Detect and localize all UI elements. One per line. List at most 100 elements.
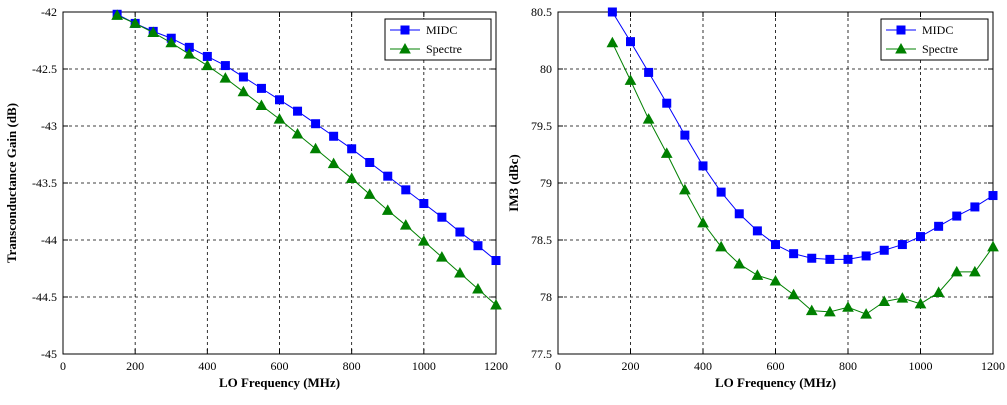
data-point (401, 185, 411, 195)
data-point (897, 240, 907, 250)
data-point (147, 26, 160, 38)
x-tick-label: 600 (271, 359, 289, 373)
data-point (697, 216, 709, 228)
data-point (454, 267, 466, 278)
data-point (473, 241, 483, 251)
data-point (644, 67, 654, 77)
data-point (916, 232, 925, 242)
data-point (878, 295, 891, 307)
data-point (399, 219, 412, 230)
data-point (988, 191, 998, 201)
data-point (934, 221, 944, 231)
data-point (825, 254, 835, 264)
data-point (111, 9, 123, 20)
data-point (698, 161, 708, 171)
x-tick-label: 1000 (412, 359, 436, 373)
data-point (491, 256, 501, 266)
data-point (752, 226, 762, 236)
data-point (165, 36, 178, 48)
series-line (611, 11, 994, 260)
legend-label: MIDC (426, 23, 457, 37)
data-point (490, 298, 502, 310)
series-line (611, 42, 994, 315)
data-point (842, 301, 854, 312)
data-point (256, 83, 266, 93)
chart-im3: 0 200 400 600 800 1000 1200 77.5 78 78.5 79 79.5 80 8… (506, 5, 1005, 390)
legend-marker (400, 25, 410, 35)
x-tick-label: 400 (694, 359, 712, 373)
data-point (129, 17, 142, 28)
x-axis-label: LO Frequency (MHz) (219, 375, 340, 390)
data-point (417, 235, 430, 246)
data-point (607, 7, 617, 17)
data-point (202, 51, 212, 61)
data-point (715, 240, 727, 252)
data-point (327, 157, 340, 169)
data-point (771, 240, 780, 250)
y-tick-label: -42 (41, 5, 57, 19)
data-point (436, 251, 448, 262)
data-point (734, 209, 744, 219)
y-tick-label: 78 (540, 290, 552, 304)
x-tick-label: 600 (767, 359, 785, 373)
data-point (660, 147, 673, 158)
data-point (769, 275, 782, 286)
series-line (116, 13, 497, 261)
data-point (789, 249, 799, 259)
data-point (329, 131, 339, 141)
data-point (309, 142, 322, 154)
data-point (970, 202, 980, 212)
y-tick-label: 79 (540, 176, 552, 190)
legend: MIDC Spectre (384, 18, 492, 61)
data-point (896, 292, 909, 303)
legend-label: MIDC (922, 23, 953, 37)
data-point (201, 59, 214, 71)
series-midc (607, 7, 998, 264)
data-point (183, 48, 196, 59)
x-tick-label: 800 (839, 359, 857, 373)
data-point (843, 254, 853, 264)
y-axis-label: Transconductance Gain (dB) (4, 103, 19, 263)
data-point (238, 72, 248, 82)
data-point (662, 98, 672, 108)
data-point (805, 304, 818, 316)
data-point (237, 85, 250, 97)
data-point (624, 74, 637, 85)
series-line (116, 14, 497, 306)
data-point (455, 227, 465, 237)
data-point (879, 245, 889, 255)
legend: MIDC Spectre (880, 18, 989, 61)
data-point (914, 297, 927, 309)
data-point (219, 72, 232, 83)
data-point (679, 183, 691, 195)
y-tick-label: 78.5 (531, 233, 552, 247)
data-point (716, 187, 726, 197)
legend-marker (399, 42, 411, 54)
data-point (345, 172, 358, 183)
data-point (220, 61, 230, 71)
data-point (733, 257, 746, 269)
data-point (987, 240, 999, 252)
x-tick-label: 400 (198, 359, 216, 373)
y-tick-label: -43.5 (32, 176, 57, 190)
series-spectre (111, 9, 502, 310)
data-point (606, 36, 619, 48)
y-tick-label: -42.5 (32, 62, 57, 76)
data-point (311, 119, 321, 129)
data-point (347, 144, 357, 154)
x-axis-label: LO Frequency (MHz) (715, 375, 836, 390)
data-point (751, 269, 764, 280)
x-tick-label: 1000 (909, 359, 933, 373)
legend-label: Spectre (426, 42, 462, 56)
y-tick-label: 77.5 (531, 347, 552, 361)
data-point (950, 265, 963, 277)
data-point (969, 265, 981, 277)
data-point (952, 211, 962, 221)
data-point (291, 127, 304, 139)
x-tick-label: 200 (622, 359, 640, 373)
legend-label: Spectre (922, 42, 958, 56)
data-point (255, 99, 268, 110)
x-tick-label: 0 (60, 359, 66, 373)
y-tick-label: -45 (41, 347, 57, 361)
